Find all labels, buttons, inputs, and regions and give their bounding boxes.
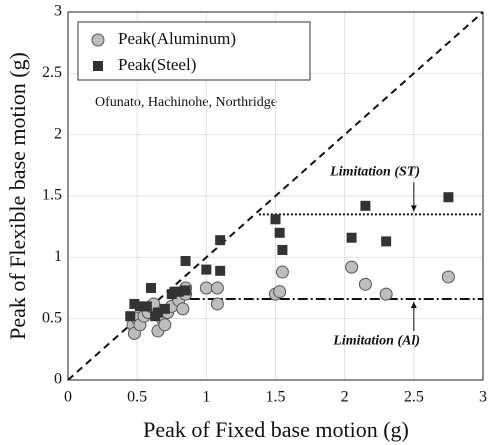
plot-frame — [67, 11, 484, 381]
x-tick-label: 1.5 — [266, 389, 286, 406]
point — [158, 318, 172, 332]
point — [129, 298, 140, 309]
point — [381, 236, 392, 247]
x-tick-label: 3 — [479, 389, 487, 406]
x-axis-label: Peak of Fixed base motion (g) — [143, 417, 409, 442]
point — [134, 301, 145, 312]
y-tick-label: 3 — [54, 3, 62, 20]
point — [443, 192, 454, 203]
legend-marker — [93, 61, 103, 71]
x-tick-label: 2 — [341, 389, 349, 406]
point — [210, 297, 224, 311]
point — [273, 285, 287, 299]
y-tick-label: 2 — [54, 125, 62, 142]
x-tick-label: 2.5 — [404, 389, 424, 406]
point — [274, 227, 285, 238]
y-tick-label: 2.5 — [42, 64, 62, 81]
point — [199, 281, 213, 295]
arrow-head — [410, 302, 417, 309]
point — [441, 270, 455, 284]
point — [180, 285, 191, 296]
legend-label: Peak(Aluminum) — [118, 29, 236, 48]
point — [358, 277, 372, 291]
legend-label: Peak(Steel) — [118, 55, 196, 74]
point — [180, 256, 191, 267]
point — [345, 260, 359, 274]
point — [379, 287, 393, 301]
point — [215, 265, 226, 276]
point — [360, 200, 371, 211]
x-tick-label: 1 — [202, 389, 210, 406]
legend-box — [77, 21, 311, 81]
y-tick-label: 0.5 — [42, 309, 62, 326]
y-tick-label: 0 — [54, 371, 62, 388]
diagonal — [67, 11, 484, 381]
point — [210, 281, 224, 295]
annotation: Ofunato, Hachinohe, Northridge — [95, 95, 277, 110]
point — [146, 283, 156, 293]
legend-marker — [91, 33, 105, 47]
point — [159, 303, 170, 314]
point — [277, 244, 288, 255]
point — [125, 311, 136, 322]
point — [270, 214, 281, 225]
x-tick-label: 0.5 — [127, 389, 147, 406]
point — [141, 301, 152, 312]
x-tick-label: 0 — [64, 389, 72, 406]
y-tick-label: 1.5 — [42, 187, 62, 204]
y-axis-label: Peak of Flexible base motion (g) — [5, 52, 30, 340]
point — [346, 232, 357, 243]
point — [152, 307, 163, 318]
limit-label: Limitation (Al) — [332, 333, 420, 348]
point — [201, 264, 212, 275]
point — [275, 265, 289, 279]
point — [176, 302, 190, 316]
point — [173, 286, 184, 297]
point — [215, 235, 226, 246]
limit-label: Limitation (ST) — [329, 165, 420, 180]
y-tick-label: 1 — [54, 248, 62, 265]
arrow-head — [410, 205, 417, 212]
